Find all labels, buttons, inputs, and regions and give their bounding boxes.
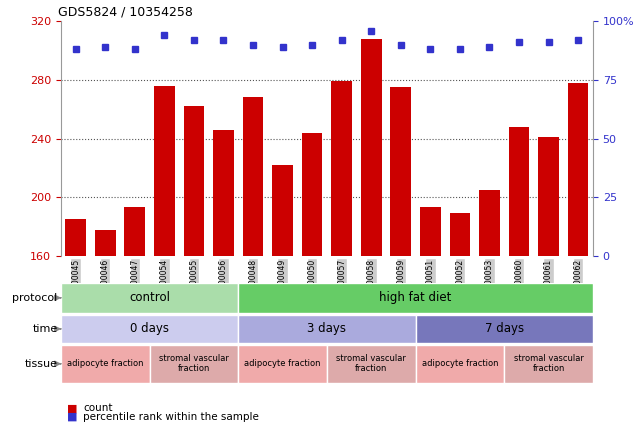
Bar	[331, 81, 352, 423]
Bar	[415, 315, 593, 343]
Bar	[243, 97, 263, 423]
Bar	[238, 315, 415, 343]
Bar	[65, 219, 86, 423]
Text: adipocyte fraction: adipocyte fraction	[67, 359, 144, 368]
Text: tissue: tissue	[25, 359, 58, 369]
Bar	[479, 190, 500, 423]
Text: ■: ■	[67, 412, 78, 422]
Text: protocol: protocol	[12, 293, 58, 303]
Bar	[149, 345, 238, 383]
Text: high fat diet: high fat diet	[379, 291, 452, 304]
Bar	[302, 133, 322, 423]
Text: stromal vascular
fraction: stromal vascular fraction	[337, 354, 406, 374]
Text: adipocyte fraction: adipocyte fraction	[422, 359, 498, 368]
Bar	[124, 208, 145, 423]
Bar	[272, 165, 293, 423]
Bar	[449, 213, 470, 423]
Text: 7 days: 7 days	[485, 322, 524, 335]
Bar	[568, 83, 588, 423]
Text: ■: ■	[67, 403, 78, 413]
Bar	[238, 345, 327, 383]
Bar	[95, 230, 115, 423]
Bar	[390, 87, 411, 423]
Bar	[61, 345, 149, 383]
Bar	[238, 283, 593, 313]
Bar	[183, 106, 204, 423]
Text: count: count	[83, 403, 113, 413]
Bar	[538, 137, 559, 423]
Bar	[509, 127, 529, 423]
Text: time: time	[33, 324, 58, 334]
Text: 3 days: 3 days	[308, 322, 346, 335]
Bar	[154, 86, 175, 423]
Bar	[327, 345, 415, 383]
Text: stromal vascular
fraction: stromal vascular fraction	[513, 354, 583, 374]
Bar	[361, 39, 381, 423]
Text: percentile rank within the sample: percentile rank within the sample	[83, 412, 259, 422]
Bar	[420, 208, 441, 423]
Text: adipocyte fraction: adipocyte fraction	[244, 359, 321, 368]
Bar	[61, 315, 238, 343]
Bar	[213, 130, 234, 423]
Text: stromal vascular
fraction: stromal vascular fraction	[159, 354, 229, 374]
Text: GDS5824 / 10354258: GDS5824 / 10354258	[58, 5, 193, 19]
Bar	[504, 345, 593, 383]
Bar	[61, 283, 238, 313]
Text: 0 days: 0 days	[130, 322, 169, 335]
Bar	[415, 345, 504, 383]
Text: control: control	[129, 291, 170, 304]
